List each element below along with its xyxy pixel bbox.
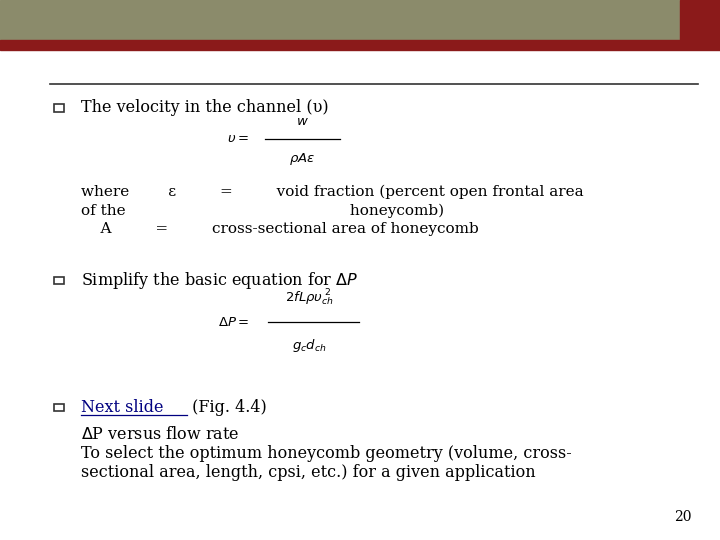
Text: 20: 20 [674,510,691,524]
Text: of the                                              honeycomb): of the honeycomb) [81,204,444,218]
Text: $\rho A\varepsilon$: $\rho A\varepsilon$ [289,151,315,167]
Bar [55,104,63,111]
Text: $2fL\rho\upsilon_{ch}^{\;2}$: $2fL\rho\upsilon_{ch}^{\;2}$ [285,287,334,308]
Bar [0,40,720,50]
Bar [0,0,720,40]
Bar [680,0,720,40]
Bar [55,404,63,411]
Text: Next slide: Next slide [81,399,163,416]
Text: Simplify the basic equation for $\Delta P$: Simplify the basic equation for $\Delta … [81,271,358,291]
Text: $\Delta P =$: $\Delta P =$ [218,316,250,329]
Text: $\Delta$P versus flow rate: $\Delta$P versus flow rate [81,426,239,443]
Text: sectional area, length, cpsi, etc.) for a given application: sectional area, length, cpsi, etc.) for … [81,464,535,481]
Text: To select the optimum honeycomb geometry (volume, cross-: To select the optimum honeycomb geometry… [81,445,572,462]
Text: $w$: $w$ [296,115,309,128]
Text: A         =         cross-sectional area of honeycomb: A = cross-sectional area of honeycomb [81,222,478,237]
Text: where        ε         =         void fraction (percent open frontal area: where ε = void fraction (percent open fr… [81,185,583,199]
Text: $\upsilon =$: $\upsilon =$ [227,132,248,145]
Bar [55,278,63,284]
Text: (Fig. 4.4): (Fig. 4.4) [187,399,267,416]
Text: The velocity in the channel (υ): The velocity in the channel (υ) [81,99,328,117]
Text: $g_c d_{ch}$: $g_c d_{ch}$ [292,338,327,354]
